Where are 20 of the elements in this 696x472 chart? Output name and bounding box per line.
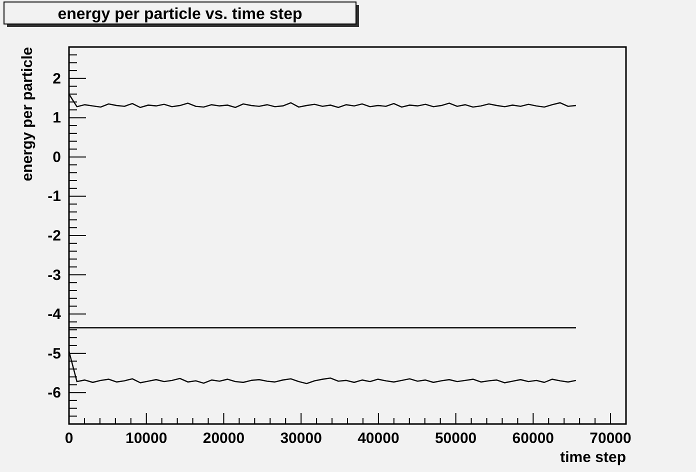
x-tick-label: 10000 (126, 430, 168, 447)
chart-title: energy per particle vs. time step (58, 6, 302, 23)
x-tick-label: 0 (64, 430, 74, 447)
y-tick-label: -5 (48, 345, 61, 362)
x-tick-label: 60000 (512, 430, 554, 447)
y-tick-label: -1 (48, 188, 61, 206)
y-tick-label: -6 (48, 384, 61, 402)
x-tick-label: 20000 (202, 430, 245, 447)
x-tick-label: 50000 (434, 430, 477, 447)
y-tick-label: 0 (52, 148, 61, 166)
y-tick-label: 1 (52, 110, 61, 127)
y-axis-title: energy per particle (19, 47, 36, 182)
x-tick-label: 70000 (590, 430, 632, 447)
y-tick-label: -2 (48, 228, 61, 244)
x-tick-label: 30000 (280, 430, 322, 447)
x-tick-label: 40000 (358, 430, 400, 447)
y-tick-label: 2 (52, 70, 61, 88)
y-tick-label: -4 (48, 306, 62, 324)
y-tick-label: -3 (48, 266, 61, 284)
x-axis-title: time step (560, 449, 626, 466)
